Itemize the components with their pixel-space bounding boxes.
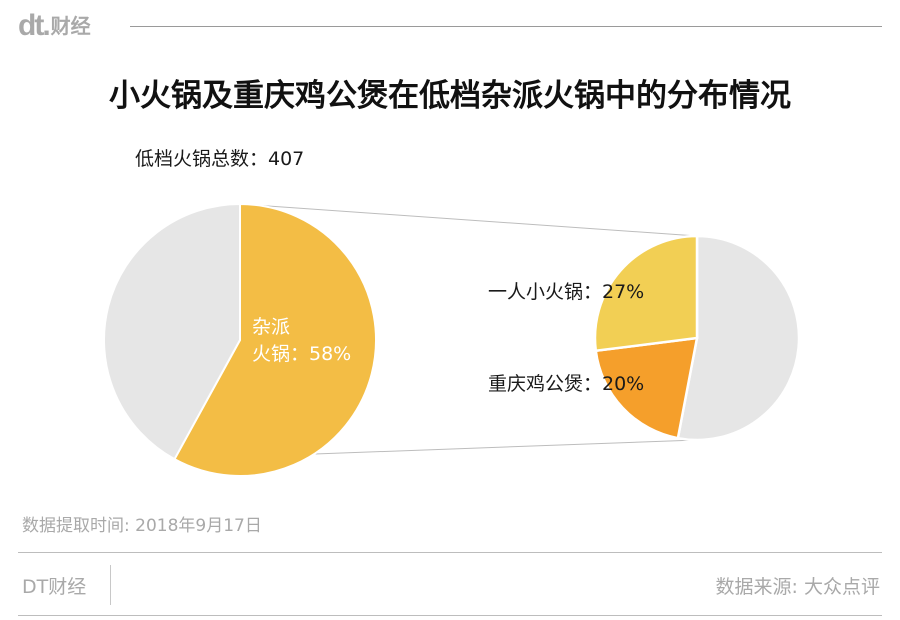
detail-pie [593, 234, 801, 442]
data-extraction-date: 数据提取时间: 2018年9月17日 [22, 516, 262, 536]
pie-labels: 杂派火锅：58% 一人小火锅：27% 重庆鸡公煲：20% [252, 281, 644, 395]
dt-logo: dt. 财经 [18, 10, 91, 42]
logo-mark: dt. [18, 9, 51, 42]
main-slice-label-line1: 杂派 [252, 316, 290, 338]
footer-separator [110, 565, 111, 605]
detail-pie-slice-chongqing [594, 336, 699, 440]
detail-label-solo-hotpot: 一人小火锅：27% [488, 281, 644, 303]
main-slice-label-line2: 火锅：58% [252, 343, 351, 365]
header-divider [130, 26, 882, 27]
logo-text: 财经 [50, 14, 91, 38]
main-pie [102, 202, 377, 477]
main-pie-slice-rest [102, 202, 241, 461]
main-pie-slice-highlight [173, 202, 377, 477]
chart-title: 小火锅及重庆鸡公煲在低档杂派火锅中的分布情况 [109, 78, 791, 114]
connector-top [239, 203, 698, 237]
detail-label-chongqing: 重庆鸡公煲：20% [488, 373, 644, 395]
footer-brand: DT财经 [22, 576, 87, 598]
footer-divider [18, 552, 882, 553]
data-source: 数据来源: 大众点评 [715, 576, 880, 598]
detail-pie-slice-rest [676, 234, 801, 442]
detail-pie-slice-solo-hotpot [593, 234, 699, 353]
bottom-divider [18, 615, 882, 616]
total-count-label: 低档火锅总数：407 [135, 148, 305, 170]
